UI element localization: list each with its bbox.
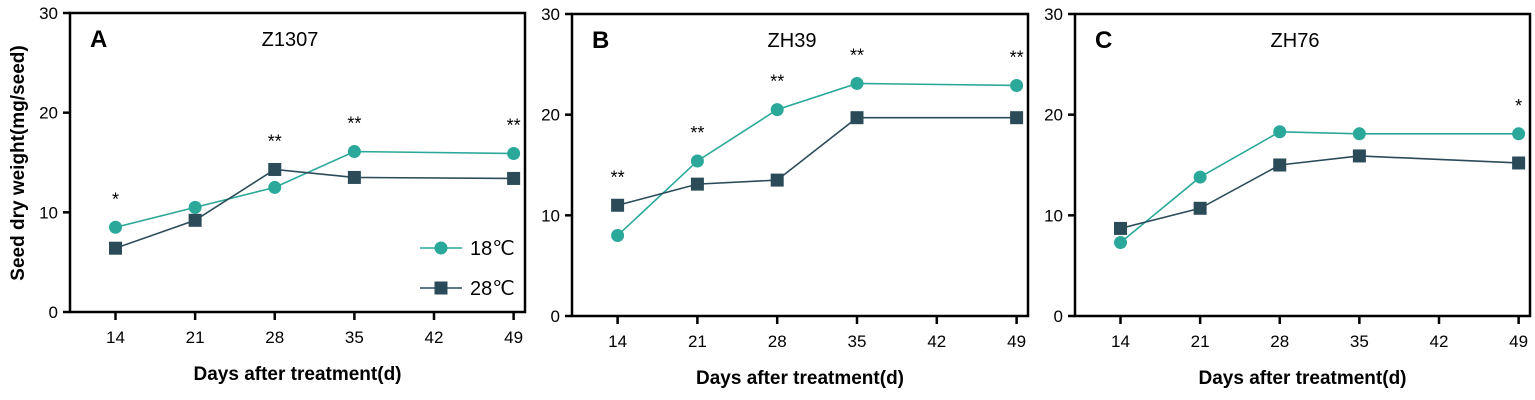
- x-tick-label: 14: [1111, 332, 1130, 351]
- panel-title: Z1307: [262, 29, 319, 51]
- data-point-square: [507, 171, 521, 185]
- data-point-square: [1010, 111, 1024, 125]
- data-point-circle: [1512, 127, 1526, 141]
- data-point-square: [268, 162, 282, 176]
- y-tick-label: 10: [541, 206, 560, 225]
- significance-mark: *: [1515, 96, 1522, 116]
- data-point-square: [188, 213, 202, 227]
- x-tick-label: 35: [1350, 332, 1369, 351]
- data-point-circle: [1010, 78, 1024, 92]
- data-point-circle: [1193, 170, 1207, 184]
- x-tick-label: 21: [186, 328, 205, 347]
- data-point-circle: [1352, 127, 1366, 141]
- y-tick-label: 20: [39, 104, 58, 123]
- data-point-circle: [347, 145, 361, 159]
- data-point-square: [1193, 201, 1207, 215]
- x-axis-label: Days after treatment(d): [194, 364, 402, 385]
- significance-mark: **: [507, 116, 521, 136]
- legend-label: 28℃: [470, 278, 515, 300]
- panel-letter: B: [592, 27, 609, 54]
- data-point-square: [690, 177, 704, 191]
- legend: 18℃ 28℃: [420, 238, 515, 300]
- panel-letter: A: [90, 26, 107, 53]
- series-line: [115, 168, 514, 249]
- x-tick-label: 35: [848, 332, 867, 351]
- data-point-square: [850, 111, 864, 125]
- data-point-square: [347, 170, 361, 184]
- data-point-circle: [188, 200, 202, 214]
- y-tick-label: 20: [541, 106, 560, 125]
- legend-marker-circle: [434, 241, 448, 255]
- x-tick-label: 49: [1509, 332, 1528, 351]
- x-tick-label: 42: [1430, 332, 1449, 351]
- y-tick-label: 0: [551, 307, 560, 326]
- data-point-square: [109, 241, 122, 255]
- panel-title: ZH39: [768, 30, 817, 52]
- y-tick-label: 20: [1044, 106, 1063, 125]
- x-tick-label: 21: [1191, 332, 1210, 351]
- data-point-circle: [1273, 125, 1287, 139]
- x-tick-label: 14: [106, 328, 125, 347]
- panel-b: 0 10 20 30 14 21 28 35 42 49 Days after treatment(…: [541, 5, 1030, 389]
- significance-mark: **: [850, 45, 864, 65]
- x-tick-label: 49: [1007, 332, 1026, 351]
- x-tick-label: 35: [345, 328, 364, 347]
- y-axis-label: Seed dry weight(mg/seed): [8, 45, 29, 280]
- data-point-square: [1114, 221, 1127, 235]
- data-point-square: [1352, 149, 1366, 163]
- y-tick-label: 0: [49, 303, 58, 322]
- significance-mark: **: [690, 123, 704, 143]
- data-point-circle: [109, 220, 122, 234]
- panel-title: ZH76: [1271, 30, 1320, 52]
- plot-frame: [570, 12, 1030, 318]
- significance-mark: **: [611, 167, 625, 187]
- series-line: [617, 116, 1017, 207]
- y-tick-label: 30: [541, 5, 560, 24]
- panel-a: 0 10 20 30 14 21 28 35 42 49 Days after treatment(…: [39, 4, 527, 385]
- legend-marker-square: [434, 281, 448, 295]
- data-point-circle: [850, 76, 864, 90]
- plot-frame: [68, 11, 527, 314]
- y-tick-label: 10: [1044, 206, 1063, 225]
- x-tick-label: 28: [265, 328, 284, 347]
- data-point-circle: [268, 180, 282, 194]
- y-tick-label: 10: [39, 203, 58, 222]
- y-tick-label: 30: [1044, 5, 1063, 24]
- x-tick-label: 42: [425, 328, 444, 347]
- x-tick-label: 28: [1270, 332, 1289, 351]
- data-point-square: [1512, 156, 1526, 170]
- data-point-circle: [1114, 236, 1127, 250]
- data-point-square: [611, 198, 625, 212]
- significance-mark: **: [770, 72, 784, 92]
- data-point-circle: [611, 228, 625, 242]
- significance-mark: **: [268, 131, 282, 151]
- data-point-circle: [507, 147, 521, 161]
- x-axis-label: Days after treatment(d): [696, 368, 904, 389]
- series-line: [1119, 130, 1519, 244]
- data-point-square: [1273, 158, 1287, 172]
- x-tick-label: 28: [768, 332, 787, 351]
- x-tick-label: 42: [927, 332, 946, 351]
- panels: 0 10 20 30 14 21 28 35 42 49 Days after treatment(…: [39, 4, 1532, 389]
- panel-c: 0 10 20 30 14 21 28 35 42 49 Days after treatment(…: [1044, 5, 1532, 389]
- series-line: [617, 82, 1017, 237]
- series-line: [1120, 155, 1519, 230]
- significance-mark: **: [1010, 47, 1024, 67]
- data-point-circle: [690, 154, 704, 168]
- significance-mark: *: [112, 189, 119, 209]
- data-point-circle: [770, 103, 784, 117]
- x-tick-label: 14: [608, 332, 627, 351]
- y-tick-label: 30: [39, 4, 58, 23]
- panel-letter: C: [1095, 27, 1112, 54]
- y-tick-label: 0: [1054, 307, 1063, 326]
- data-point-square: [770, 173, 784, 187]
- x-tick-label: 21: [688, 332, 707, 351]
- legend-label: 18℃: [470, 238, 515, 260]
- significance-mark: **: [347, 114, 361, 134]
- x-tick-label: 49: [504, 328, 523, 347]
- series-line: [115, 150, 514, 229]
- plot-frame: [1073, 12, 1532, 318]
- x-axis-label: Days after treatment(d): [1199, 368, 1407, 389]
